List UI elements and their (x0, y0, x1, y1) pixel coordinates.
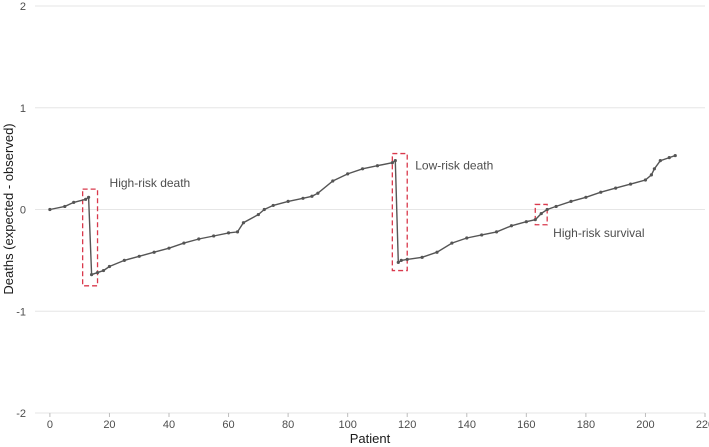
data-point (405, 257, 409, 261)
data-point (465, 236, 469, 240)
annotation-label: High-risk death (110, 176, 191, 190)
data-point (480, 233, 484, 237)
data-point (667, 156, 671, 160)
data-point (87, 195, 91, 199)
data-point (101, 268, 106, 273)
annotation-box (391, 152, 408, 272)
annotation-label: Low-risk death (415, 159, 493, 173)
data-point (658, 159, 662, 163)
data-point (226, 231, 231, 235)
data-point (569, 199, 573, 203)
y-tick-label: 1 (20, 103, 26, 115)
data-series (48, 153, 677, 277)
x-tick-label: 60 (222, 419, 234, 431)
data-point (95, 270, 100, 275)
data-point (212, 234, 216, 238)
data-point (84, 197, 88, 201)
data-point (584, 195, 588, 199)
data-point (599, 190, 603, 194)
gridlines (35, 5, 705, 414)
data-point (301, 196, 305, 200)
data-point (107, 264, 112, 269)
axis-ticks: -2-1012020406080100120140160180200220 (16, 1, 709, 431)
data-point (360, 167, 365, 171)
data-point (63, 204, 67, 209)
data-point (435, 250, 439, 254)
data-point (628, 182, 633, 186)
data-point (673, 153, 677, 158)
data-point (72, 200, 76, 204)
y-tick-label: 2 (20, 1, 26, 13)
x-tick-label: 20 (103, 419, 115, 431)
data-point (316, 191, 320, 195)
data-point (375, 164, 380, 168)
x-tick-label: 40 (163, 419, 175, 431)
data-point (256, 212, 260, 217)
data-point (331, 179, 335, 183)
data-point (390, 161, 394, 165)
data-point (450, 241, 454, 245)
data-point (420, 255, 424, 259)
x-tick-label: 180 (577, 419, 595, 431)
data-point (262, 207, 266, 212)
data-point (152, 250, 156, 254)
y-tick-label: -2 (16, 408, 26, 420)
data-point (48, 207, 52, 212)
data-point (346, 172, 350, 176)
data-point (122, 258, 126, 262)
x-tick-label: 100 (338, 419, 356, 431)
data-point (167, 246, 171, 250)
data-point (509, 224, 514, 228)
x-axis-title: Patient (350, 431, 391, 446)
data-point (137, 254, 141, 258)
series-line (49, 154, 676, 276)
annotations: High-risk death Low-risk death High-risk s… (81, 152, 645, 287)
data-point (643, 178, 648, 182)
y-axis-title: Deaths (expected - observed) (1, 123, 16, 294)
x-tick-label: 0 (47, 419, 53, 431)
data-point (286, 199, 290, 203)
data-point (89, 273, 94, 277)
x-tick-label: 160 (517, 419, 535, 431)
data-point (652, 167, 656, 171)
x-tick-label: 200 (636, 419, 654, 431)
data-point (235, 230, 240, 234)
data-point (539, 211, 543, 216)
x-tick-label: 220 (696, 419, 709, 431)
y-tick-label: 0 (20, 205, 26, 217)
data-point (649, 173, 654, 177)
data-point (396, 260, 400, 265)
data-point (545, 207, 549, 212)
data-point (494, 230, 499, 234)
data-point (241, 221, 246, 225)
data-point (533, 218, 537, 222)
data-point (614, 186, 618, 190)
x-tick-label: 80 (282, 419, 294, 431)
y-tick-label: -1 (16, 306, 26, 318)
annotation-label: High-risk survival (553, 226, 644, 240)
data-point (182, 241, 186, 245)
data-point (554, 204, 558, 209)
x-tick-label: 120 (398, 419, 416, 431)
data-point (524, 220, 528, 224)
data-point (271, 203, 275, 208)
data-point (393, 159, 397, 163)
x-tick-label: 140 (458, 419, 476, 431)
data-point (310, 194, 314, 198)
data-point (197, 237, 201, 241)
data-point (399, 258, 403, 262)
